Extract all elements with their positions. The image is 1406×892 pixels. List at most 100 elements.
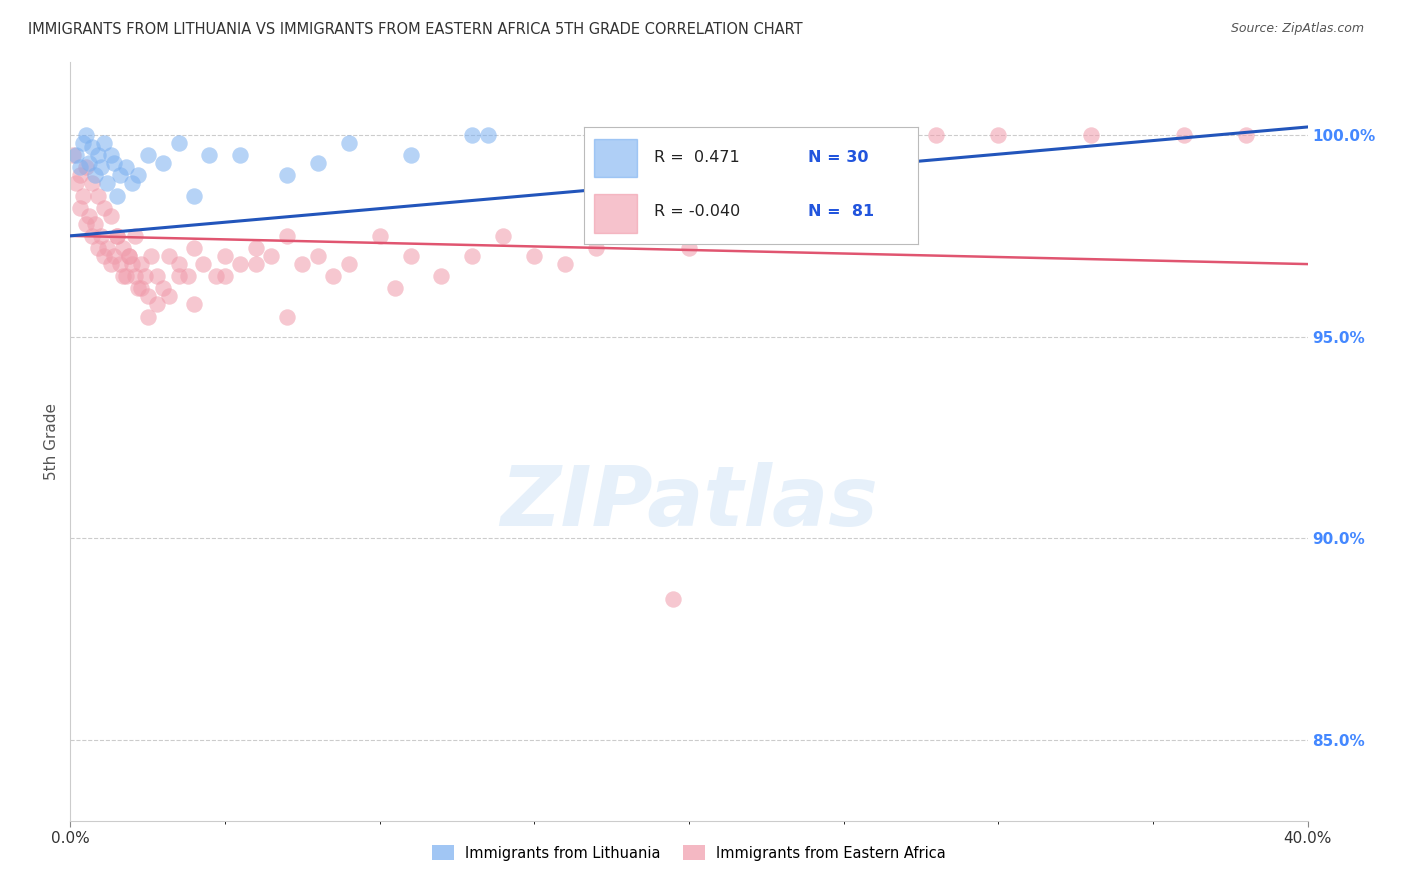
Point	[1080, 128, 1102, 142]
Point	[214, 249, 236, 263]
Point	[461, 128, 484, 142]
Y-axis label: 5th Grade: 5th Grade	[44, 403, 59, 480]
Point	[662, 591, 685, 606]
Point	[87, 241, 110, 255]
Point	[87, 148, 110, 162]
Point	[72, 136, 94, 150]
Point	[152, 281, 174, 295]
Point	[127, 169, 149, 183]
Point	[678, 241, 700, 255]
Point	[204, 269, 226, 284]
Point	[554, 257, 576, 271]
Point	[276, 228, 298, 243]
Point	[260, 249, 283, 263]
Point	[307, 249, 329, 263]
Point	[214, 269, 236, 284]
Point	[90, 161, 112, 175]
Point	[307, 156, 329, 170]
Point	[177, 269, 200, 284]
Point	[146, 269, 169, 284]
Point	[93, 136, 115, 150]
Point	[65, 177, 87, 191]
Point	[1173, 128, 1195, 142]
Point	[75, 161, 97, 175]
Point	[183, 188, 205, 202]
Point	[62, 148, 84, 162]
Point	[115, 269, 138, 284]
Point	[111, 241, 134, 255]
Point	[585, 241, 607, 255]
Point	[65, 148, 87, 162]
Point	[118, 249, 141, 263]
Point	[75, 128, 97, 142]
Point	[157, 249, 180, 263]
Point	[477, 128, 499, 142]
Point	[183, 297, 205, 311]
Point	[100, 257, 122, 271]
Point	[229, 148, 252, 162]
Point	[322, 269, 344, 284]
Point	[430, 269, 453, 284]
Point	[100, 148, 122, 162]
Point	[229, 257, 252, 271]
Point	[80, 177, 103, 191]
Point	[384, 281, 406, 295]
Point	[399, 249, 422, 263]
Point	[399, 148, 422, 162]
Point	[291, 257, 314, 271]
Point	[77, 209, 100, 223]
Point	[93, 201, 115, 215]
Point	[121, 177, 143, 191]
Point	[84, 217, 107, 231]
Point	[87, 188, 110, 202]
Point	[167, 269, 190, 284]
Point	[93, 249, 115, 263]
Point	[136, 310, 159, 324]
Point	[103, 249, 125, 263]
Point	[124, 269, 146, 284]
Point	[108, 257, 131, 271]
Point	[127, 281, 149, 295]
Point	[631, 228, 654, 243]
Point	[136, 148, 159, 162]
Point	[136, 289, 159, 303]
Text: IMMIGRANTS FROM LITHUANIA VS IMMIGRANTS FROM EASTERN AFRICA 5TH GRADE CORRELATIO: IMMIGRANTS FROM LITHUANIA VS IMMIGRANTS …	[28, 22, 803, 37]
Point	[90, 228, 112, 243]
Point	[96, 241, 118, 255]
Point	[193, 257, 215, 271]
Point	[523, 249, 546, 263]
Point	[368, 228, 391, 243]
Point	[245, 241, 267, 255]
Point	[111, 269, 134, 284]
Point	[69, 161, 91, 175]
Point	[925, 128, 948, 142]
Point	[105, 228, 128, 243]
Point	[492, 228, 515, 243]
Point	[72, 188, 94, 202]
Point	[69, 169, 91, 183]
Point	[337, 136, 360, 150]
Point	[124, 228, 146, 243]
Point	[80, 140, 103, 154]
Point	[77, 156, 100, 170]
Point	[987, 128, 1010, 142]
Point	[80, 228, 103, 243]
Point	[152, 156, 174, 170]
Point	[100, 209, 122, 223]
Point	[105, 228, 128, 243]
Point	[276, 169, 298, 183]
Point	[461, 249, 484, 263]
Point	[69, 201, 91, 215]
Point	[198, 148, 221, 162]
Point	[108, 169, 131, 183]
Point	[276, 310, 298, 324]
Point	[103, 156, 125, 170]
Point	[157, 289, 180, 303]
Point	[245, 257, 267, 271]
Point	[139, 249, 162, 263]
Text: ZIPatlas: ZIPatlas	[501, 462, 877, 542]
Point	[75, 217, 97, 231]
Point	[183, 241, 205, 255]
Point	[84, 169, 107, 183]
Point	[105, 188, 128, 202]
